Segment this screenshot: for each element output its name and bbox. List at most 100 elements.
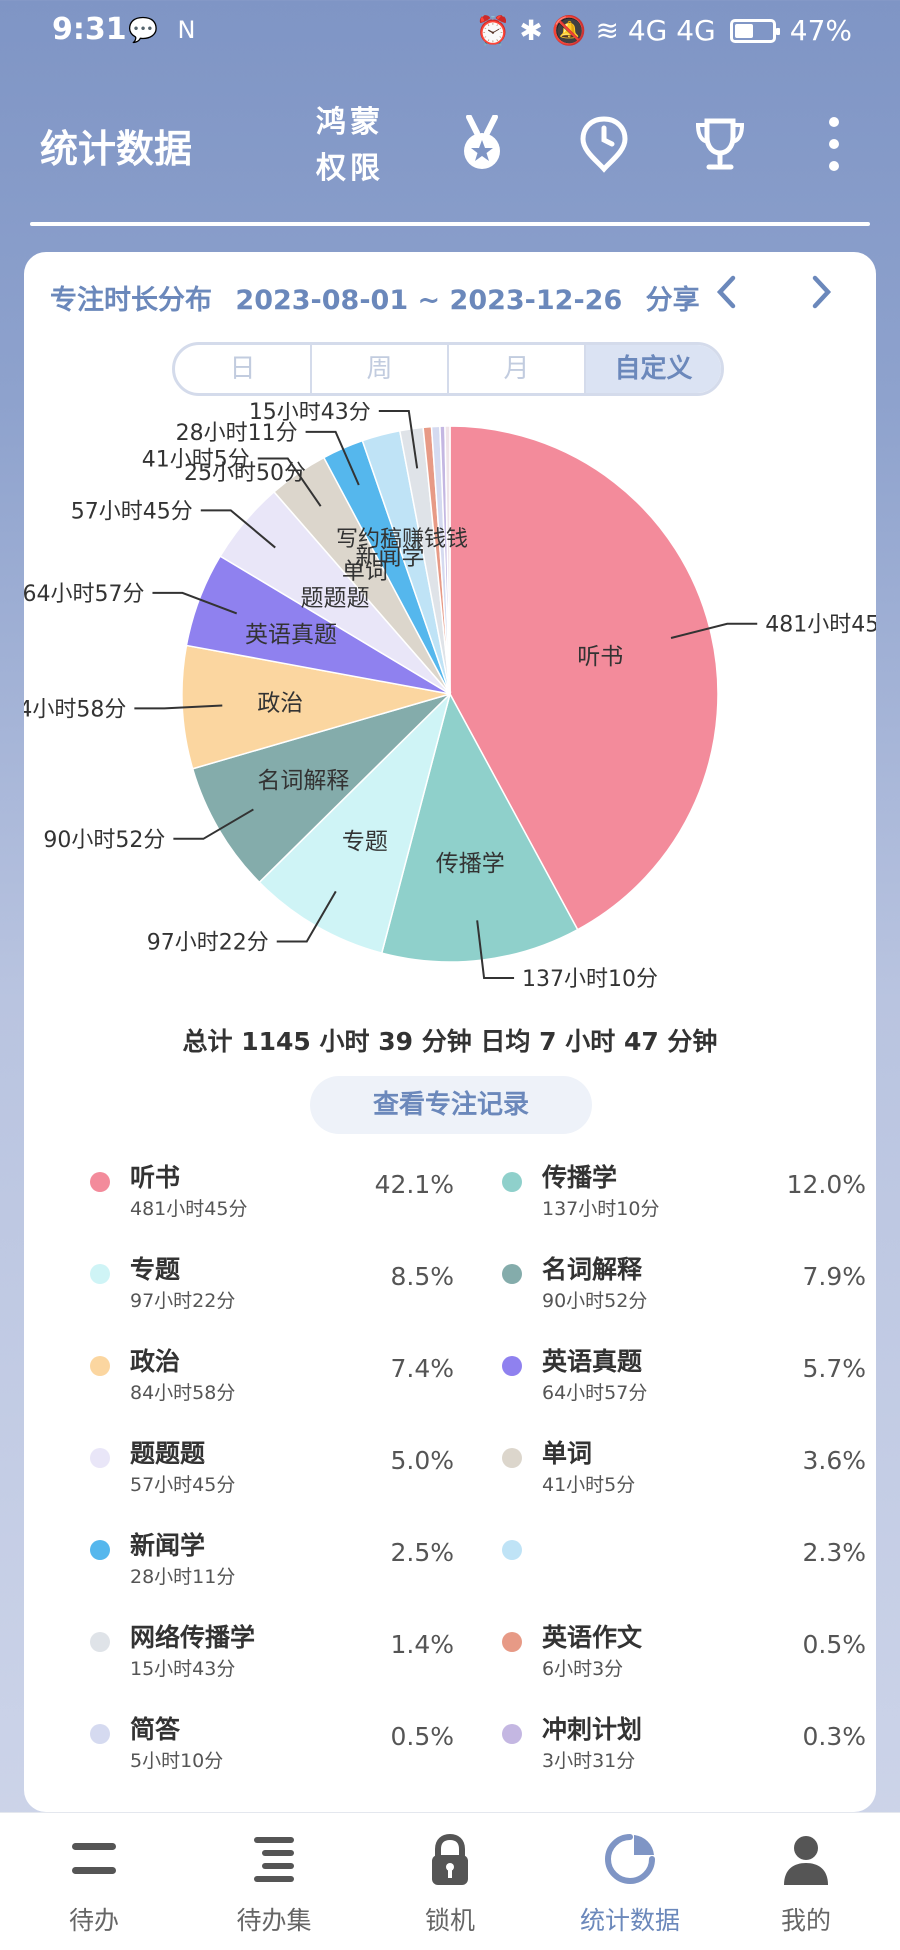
legend-duration: 6小时3分 bbox=[542, 1658, 624, 1680]
legend-color-dot bbox=[90, 1172, 110, 1192]
legend-duration: 137小时10分 bbox=[542, 1198, 660, 1220]
more-menu-icon[interactable] bbox=[804, 112, 864, 176]
pie-slice bbox=[444, 425, 451, 695]
header-divider bbox=[30, 222, 870, 226]
legend-name: 网络传播学 bbox=[130, 1623, 256, 1652]
view-focus-records-button[interactable]: 查看专注记录 bbox=[310, 1076, 592, 1134]
clock-pin-icon[interactable] bbox=[574, 112, 634, 176]
legend-color-dot bbox=[90, 1448, 110, 1468]
app-header: 统计数据 鸿蒙 权限 bbox=[0, 96, 900, 196]
legend-duration: 5小时10分 bbox=[130, 1750, 224, 1772]
tab-month[interactable]: 月 bbox=[449, 345, 586, 393]
slice-duration-label: 64小时57分 bbox=[24, 582, 144, 607]
medal-icon[interactable] bbox=[452, 112, 512, 176]
legend-percent: 2.3% bbox=[802, 1538, 866, 1567]
legend-color-dot bbox=[90, 1540, 110, 1560]
legend-item[interactable]: 政治 84小时58分 7.4% bbox=[74, 1336, 454, 1416]
nav-label: 待办集 bbox=[236, 1906, 312, 1935]
slice-name-label: 政治 bbox=[257, 691, 303, 717]
legend-percent: 0.5% bbox=[390, 1722, 454, 1751]
legend-duration: 41小时5分 bbox=[542, 1474, 636, 1496]
legend-color-dot bbox=[502, 1540, 522, 1560]
pie-chart-icon bbox=[605, 1834, 655, 1884]
legend-item[interactable]: 传播学 137小时10分 12.0% bbox=[486, 1152, 866, 1232]
tab-custom[interactable]: 自定义 bbox=[586, 345, 721, 393]
legend-percent: 2.5% bbox=[390, 1538, 454, 1567]
legend-item[interactable]: 听书 481小时45分 42.1% bbox=[74, 1152, 454, 1232]
legend-percent: 1.4% bbox=[390, 1630, 454, 1659]
todo-set-icon bbox=[254, 1837, 294, 1882]
bottom-navigation: 待办 待办集 锁机 统计数据 我的 bbox=[0, 1812, 900, 1950]
nav-lock[interactable]: 锁机 bbox=[360, 1813, 540, 1950]
legend-percent: 0.3% bbox=[802, 1722, 866, 1751]
slice-duration-label: 28小时11分 bbox=[176, 421, 298, 446]
legend-name: 题题题 bbox=[130, 1439, 206, 1468]
legend-name: 冲刺计划 bbox=[542, 1715, 643, 1744]
todo-icon bbox=[72, 1843, 116, 1874]
status-right: ⏰ ✱ 🔕 ≋ 4G 4G 47% bbox=[476, 14, 852, 47]
status-bar: 9:31 💬 N ⏰ ✱ 🔕 ≋ 4G 4G 47% bbox=[0, 0, 900, 64]
leader-line bbox=[134, 704, 223, 710]
harmony-permission-button[interactable]: 鸿蒙 权限 bbox=[316, 100, 384, 192]
legend-item[interactable]: 英语真题 64小时57分 5.7% bbox=[486, 1336, 866, 1416]
date-range[interactable]: 2023-08-01 ~ 2023-12-26 bbox=[235, 285, 623, 316]
total-summary: 总计 1145 小时 39 分钟 日均 7 小时 47 分钟 bbox=[182, 1027, 718, 1056]
focus-distribution-card: 专注时长分布 2023-08-01 ~ 2023-12-26 分享 日 周 月 … bbox=[24, 252, 876, 1812]
legend-percent: 8.5% bbox=[390, 1262, 454, 1291]
legend-name: 传播学 bbox=[542, 1163, 618, 1192]
period-segmented-control: 日 周 月 自定义 bbox=[172, 342, 724, 396]
next-range-button[interactable] bbox=[802, 274, 842, 314]
legend-item[interactable]: 冲刺计划 3小时31分 0.3% bbox=[486, 1704, 866, 1784]
prev-range-button[interactable] bbox=[706, 274, 746, 314]
legend-item[interactable]: 2.3% bbox=[486, 1520, 866, 1600]
legend-item[interactable]: 网络传播学 15小时43分 1.4% bbox=[74, 1612, 454, 1692]
status-system-icons: ⏰ ✱ 🔕 ≋ 4G 4G bbox=[475, 14, 716, 47]
legend-percent: 42.1% bbox=[374, 1170, 454, 1199]
nav-label: 锁机 bbox=[424, 1906, 475, 1935]
legend-duration: 481小时45分 bbox=[130, 1198, 248, 1220]
nav-label: 统计数据 bbox=[579, 1906, 680, 1935]
slice-duration-label: 57小时45分 bbox=[71, 499, 193, 524]
slice-duration-label: 41小时5分 bbox=[142, 447, 250, 472]
nav-statistics[interactable]: 统计数据 bbox=[540, 1813, 720, 1950]
harmony-permission-line2: 权限 bbox=[316, 151, 384, 186]
nav-todo-set[interactable]: 待办集 bbox=[184, 1813, 364, 1950]
legend-name: 专题 bbox=[130, 1255, 181, 1284]
legend-name: 单词 bbox=[542, 1439, 593, 1468]
tab-week[interactable]: 周 bbox=[312, 345, 449, 393]
nav-todo[interactable]: 待办 bbox=[4, 1813, 184, 1950]
slice-duration-label: 97小时22分 bbox=[147, 931, 269, 956]
overlap-name-label: 写约稿赚钱钱 bbox=[336, 527, 468, 552]
legend-duration: 97小时22分 bbox=[130, 1290, 236, 1312]
card-header: 专注时长分布 2023-08-01 ~ 2023-12-26 分享 bbox=[50, 278, 714, 317]
tab-day[interactable]: 日 bbox=[175, 345, 312, 393]
leader-line bbox=[173, 808, 254, 840]
page-title: 统计数据 bbox=[40, 127, 193, 171]
slice-name-label: 新闻学 bbox=[355, 545, 424, 571]
legend-item[interactable]: 名词解释 90小时52分 7.9% bbox=[486, 1244, 866, 1324]
share-link[interactable]: 分享 bbox=[645, 285, 700, 316]
legend-item[interactable]: 简答 5小时10分 0.5% bbox=[74, 1704, 454, 1784]
legend-item[interactable]: 单词 41小时5分 3.6% bbox=[486, 1428, 866, 1508]
legend-color-dot bbox=[90, 1632, 110, 1652]
harmony-permission-line1: 鸿蒙 bbox=[316, 105, 384, 140]
legend-name: 英语作文 bbox=[542, 1623, 643, 1652]
legend-item[interactable]: 专题 97小时22分 8.5% bbox=[74, 1244, 454, 1324]
legend-name: 新闻学 bbox=[130, 1531, 206, 1560]
leader-line bbox=[257, 457, 322, 507]
legend-color-dot bbox=[502, 1172, 522, 1192]
legend-item[interactable]: 题题题 57小时45分 5.0% bbox=[74, 1428, 454, 1508]
legend-item[interactable]: 英语作文 6小时3分 0.5% bbox=[486, 1612, 866, 1692]
legend-color-dot bbox=[502, 1264, 522, 1284]
legend-color-dot bbox=[90, 1724, 110, 1744]
legend-percent: 7.9% bbox=[802, 1262, 866, 1291]
leader-line bbox=[670, 622, 758, 639]
legend-item[interactable]: 新闻学 28小时11分 2.5% bbox=[74, 1520, 454, 1600]
legend-percent: 7.4% bbox=[390, 1354, 454, 1383]
leader-line bbox=[378, 409, 419, 469]
trophy-icon[interactable] bbox=[690, 112, 750, 176]
legend-name: 英语真题 bbox=[542, 1347, 643, 1376]
nav-me[interactable]: 我的 bbox=[716, 1813, 896, 1950]
person-icon bbox=[784, 1836, 828, 1885]
